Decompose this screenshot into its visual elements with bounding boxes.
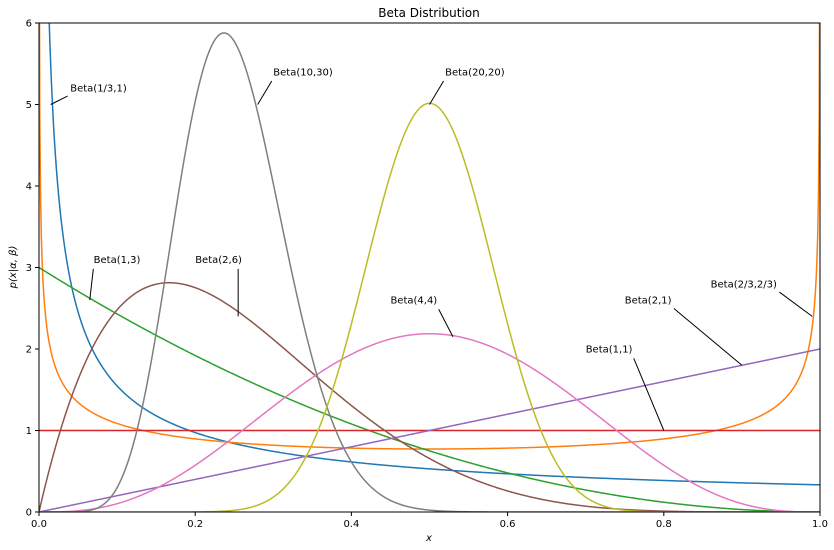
annotation-arrow-beta-4-4 xyxy=(438,309,454,338)
chart-title: Beta Distribution xyxy=(378,6,480,20)
annotation-label-beta-20-20: Beta(20,20) xyxy=(445,67,505,78)
annotation-label-beta-1-3: Beta(1,3) xyxy=(94,255,141,266)
x-axis: 0.0 0.2 0.4 0.6 0.8 1.0 xyxy=(31,512,828,530)
annotation-arrow-beta-10-30 xyxy=(257,80,273,105)
y-tick-label: 5 xyxy=(26,100,32,111)
x-tick-label: 0.2 xyxy=(187,519,203,530)
annotation-label-beta-2-3-2-3: Beta(2/3,2/3) xyxy=(711,279,777,290)
y-tick-label: 1 xyxy=(26,426,32,437)
series-line-beta-1-3 xyxy=(39,267,820,512)
annotation-arrow-beta-1-1 xyxy=(633,358,665,431)
y-axis-title: p(x|α, β) xyxy=(8,246,19,290)
annotation-label-beta-2-6: Beta(2,6) xyxy=(195,255,242,266)
y-tick-label: 6 xyxy=(26,19,32,30)
annotation-label-beta-10-30: Beta(10,30) xyxy=(273,67,333,78)
y-tick-label: 2 xyxy=(26,345,32,356)
x-tick-label: 1.0 xyxy=(812,519,828,530)
y-tick-label: 0 xyxy=(26,508,32,519)
x-tick-label: 0.6 xyxy=(500,519,516,530)
series-line-beta-4-4 xyxy=(39,332,820,512)
annotation-arrow-beta-1-3 xyxy=(89,268,94,301)
curves-layer xyxy=(39,23,820,512)
annotation-layer: Beta(1/3,1) Beta(10,30) Beta(20,20) Beta(1,… xyxy=(50,67,813,431)
y-tick-label: 4 xyxy=(26,182,32,193)
y-axis: 0 1 2 3 4 5 6 xyxy=(26,19,39,519)
series-line-beta-2-3-2-3 xyxy=(39,23,820,450)
x-tick-label: 0.4 xyxy=(343,519,359,530)
annotation-label-beta-1-1: Beta(1,1) xyxy=(586,345,633,356)
x-tick-label: 0.8 xyxy=(656,519,672,530)
x-axis-title: x xyxy=(425,533,432,544)
annotation-arrow-beta-1-3-1 xyxy=(50,95,68,105)
annotation-label-beta-2-1: Beta(2,1) xyxy=(625,296,672,307)
annotation-arrow-beta-2-1 xyxy=(673,308,743,366)
annotation-arrow-beta-20-20 xyxy=(429,80,445,105)
y-tick-label: 3 xyxy=(26,263,32,274)
annotation-label-beta-4-4: Beta(4,4) xyxy=(390,296,437,307)
annotation-label-beta-1-3-1: Beta(1/3,1) xyxy=(70,84,127,95)
x-tick-label: 0.0 xyxy=(31,519,47,530)
series-line-beta-10-30 xyxy=(39,32,820,512)
annotation-arrow-beta-2-3-2-3 xyxy=(779,291,813,317)
series-line-beta-2-1 xyxy=(39,348,820,512)
